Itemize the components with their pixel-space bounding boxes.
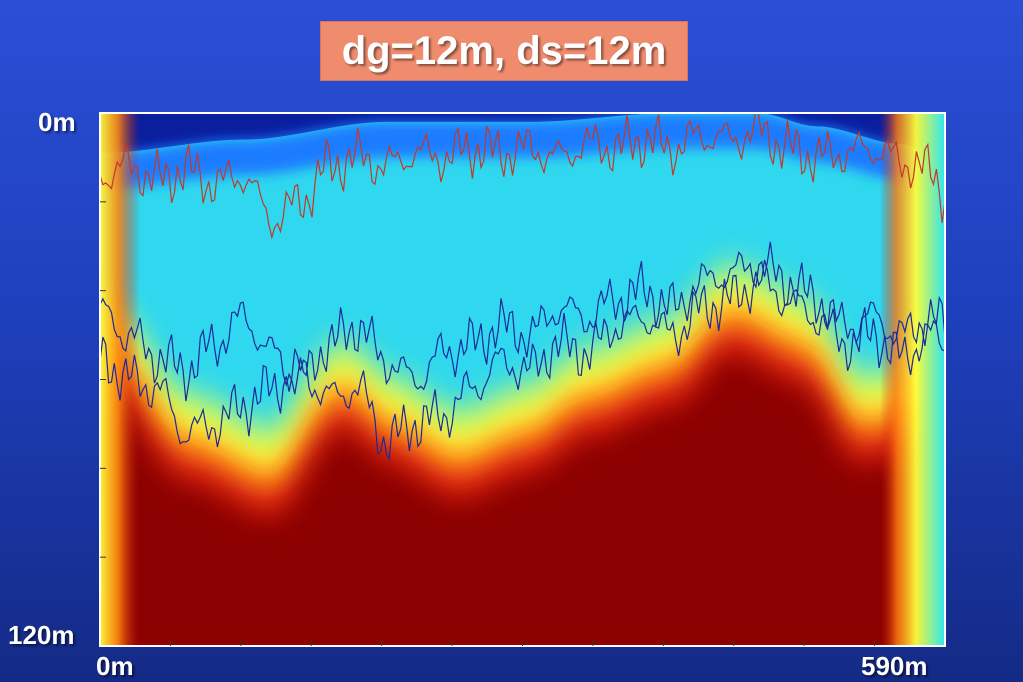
trace-line-1 (100, 113, 945, 240)
y-tick-label-top: 0m (38, 107, 76, 137)
y-tick-label-bottom: 120m (8, 620, 75, 650)
right-edge-band (880, 113, 945, 646)
trace-line-2 (100, 259, 945, 462)
trace-lines (100, 113, 945, 462)
trace-line-3 (100, 241, 945, 402)
x-tick-label-right: 590m (861, 651, 928, 681)
blue-top-band (100, 113, 945, 202)
chart-title: dg=12m, ds=12m (320, 21, 688, 81)
x-tick-label-left: 0m (96, 651, 134, 681)
axis-ticks (100, 201, 876, 646)
dark-red-body (100, 352, 945, 646)
velocity-field (100, 113, 945, 646)
left-edge-band (100, 113, 140, 646)
